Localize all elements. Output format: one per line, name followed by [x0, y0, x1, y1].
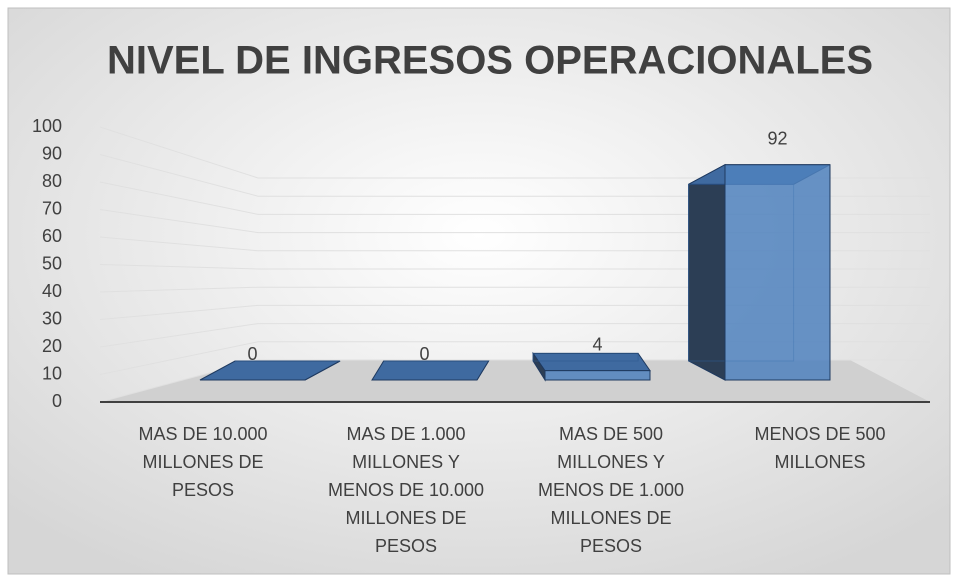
- x-tick-label: MILLONES: [774, 452, 865, 472]
- x-tick-label: MAS DE 10.000: [138, 424, 267, 444]
- y-tick-label: 100: [32, 116, 62, 136]
- bar-back: [532, 352, 639, 362]
- y-tick-label: 10: [42, 363, 62, 383]
- x-tick-label: MAS DE 500: [559, 424, 663, 444]
- y-tick-label: 20: [42, 336, 62, 356]
- x-tick-label: MILLONES DE: [142, 452, 263, 472]
- bar-top: [371, 360, 490, 381]
- x-tick-label: MILLONES Y: [557, 452, 665, 472]
- chart-title: NIVEL DE INGRESOS OPERACIONALES: [107, 39, 873, 83]
- value-label: 0: [419, 344, 429, 364]
- x-tick-label: MILLONES Y: [352, 452, 460, 472]
- x-tick-label: MENOS DE 500: [754, 424, 885, 444]
- y-tick-label: 50: [42, 253, 62, 273]
- value-label: 0: [247, 344, 257, 364]
- x-tick-label: MAS DE 1.000: [346, 424, 465, 444]
- bar-front: [724, 164, 831, 381]
- x-tick-label: MENOS DE 1.000: [538, 480, 684, 500]
- y-tick-label: 30: [42, 308, 62, 328]
- y-tick-label: 40: [42, 281, 62, 301]
- x-tick-label: PESOS: [172, 480, 234, 500]
- x-tick-label: PESOS: [580, 536, 642, 556]
- x-tick-label: MILLONES DE: [550, 508, 671, 528]
- y-tick-label: 80: [42, 171, 62, 191]
- bar-side: [688, 163, 726, 381]
- x-tick-label: PESOS: [375, 536, 437, 556]
- bar-front: [544, 370, 651, 381]
- y-tick-label: 90: [42, 143, 62, 163]
- value-label: 4: [592, 334, 602, 354]
- x-tick-label: MENOS DE 10.000: [328, 480, 484, 500]
- value-label: 92: [767, 128, 787, 148]
- y-tick-label: 60: [42, 226, 62, 246]
- bar-top: [532, 352, 651, 372]
- y-tick-label: 0: [52, 391, 62, 411]
- y-tick-label: 70: [42, 198, 62, 218]
- x-tick-label: MILLONES DE: [345, 508, 466, 528]
